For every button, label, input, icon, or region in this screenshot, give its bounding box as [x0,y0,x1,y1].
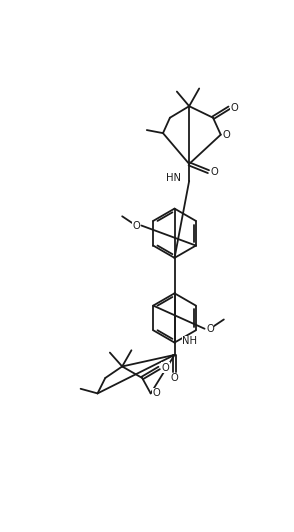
Text: NH: NH [182,336,197,346]
Text: O: O [222,130,230,140]
Text: O: O [171,373,178,383]
Text: O: O [152,388,160,398]
Text: O: O [132,221,140,230]
Text: O: O [231,103,238,113]
Text: O: O [206,323,214,334]
Text: HN: HN [166,173,181,183]
Text: O: O [161,363,169,373]
Text: O: O [211,167,218,177]
